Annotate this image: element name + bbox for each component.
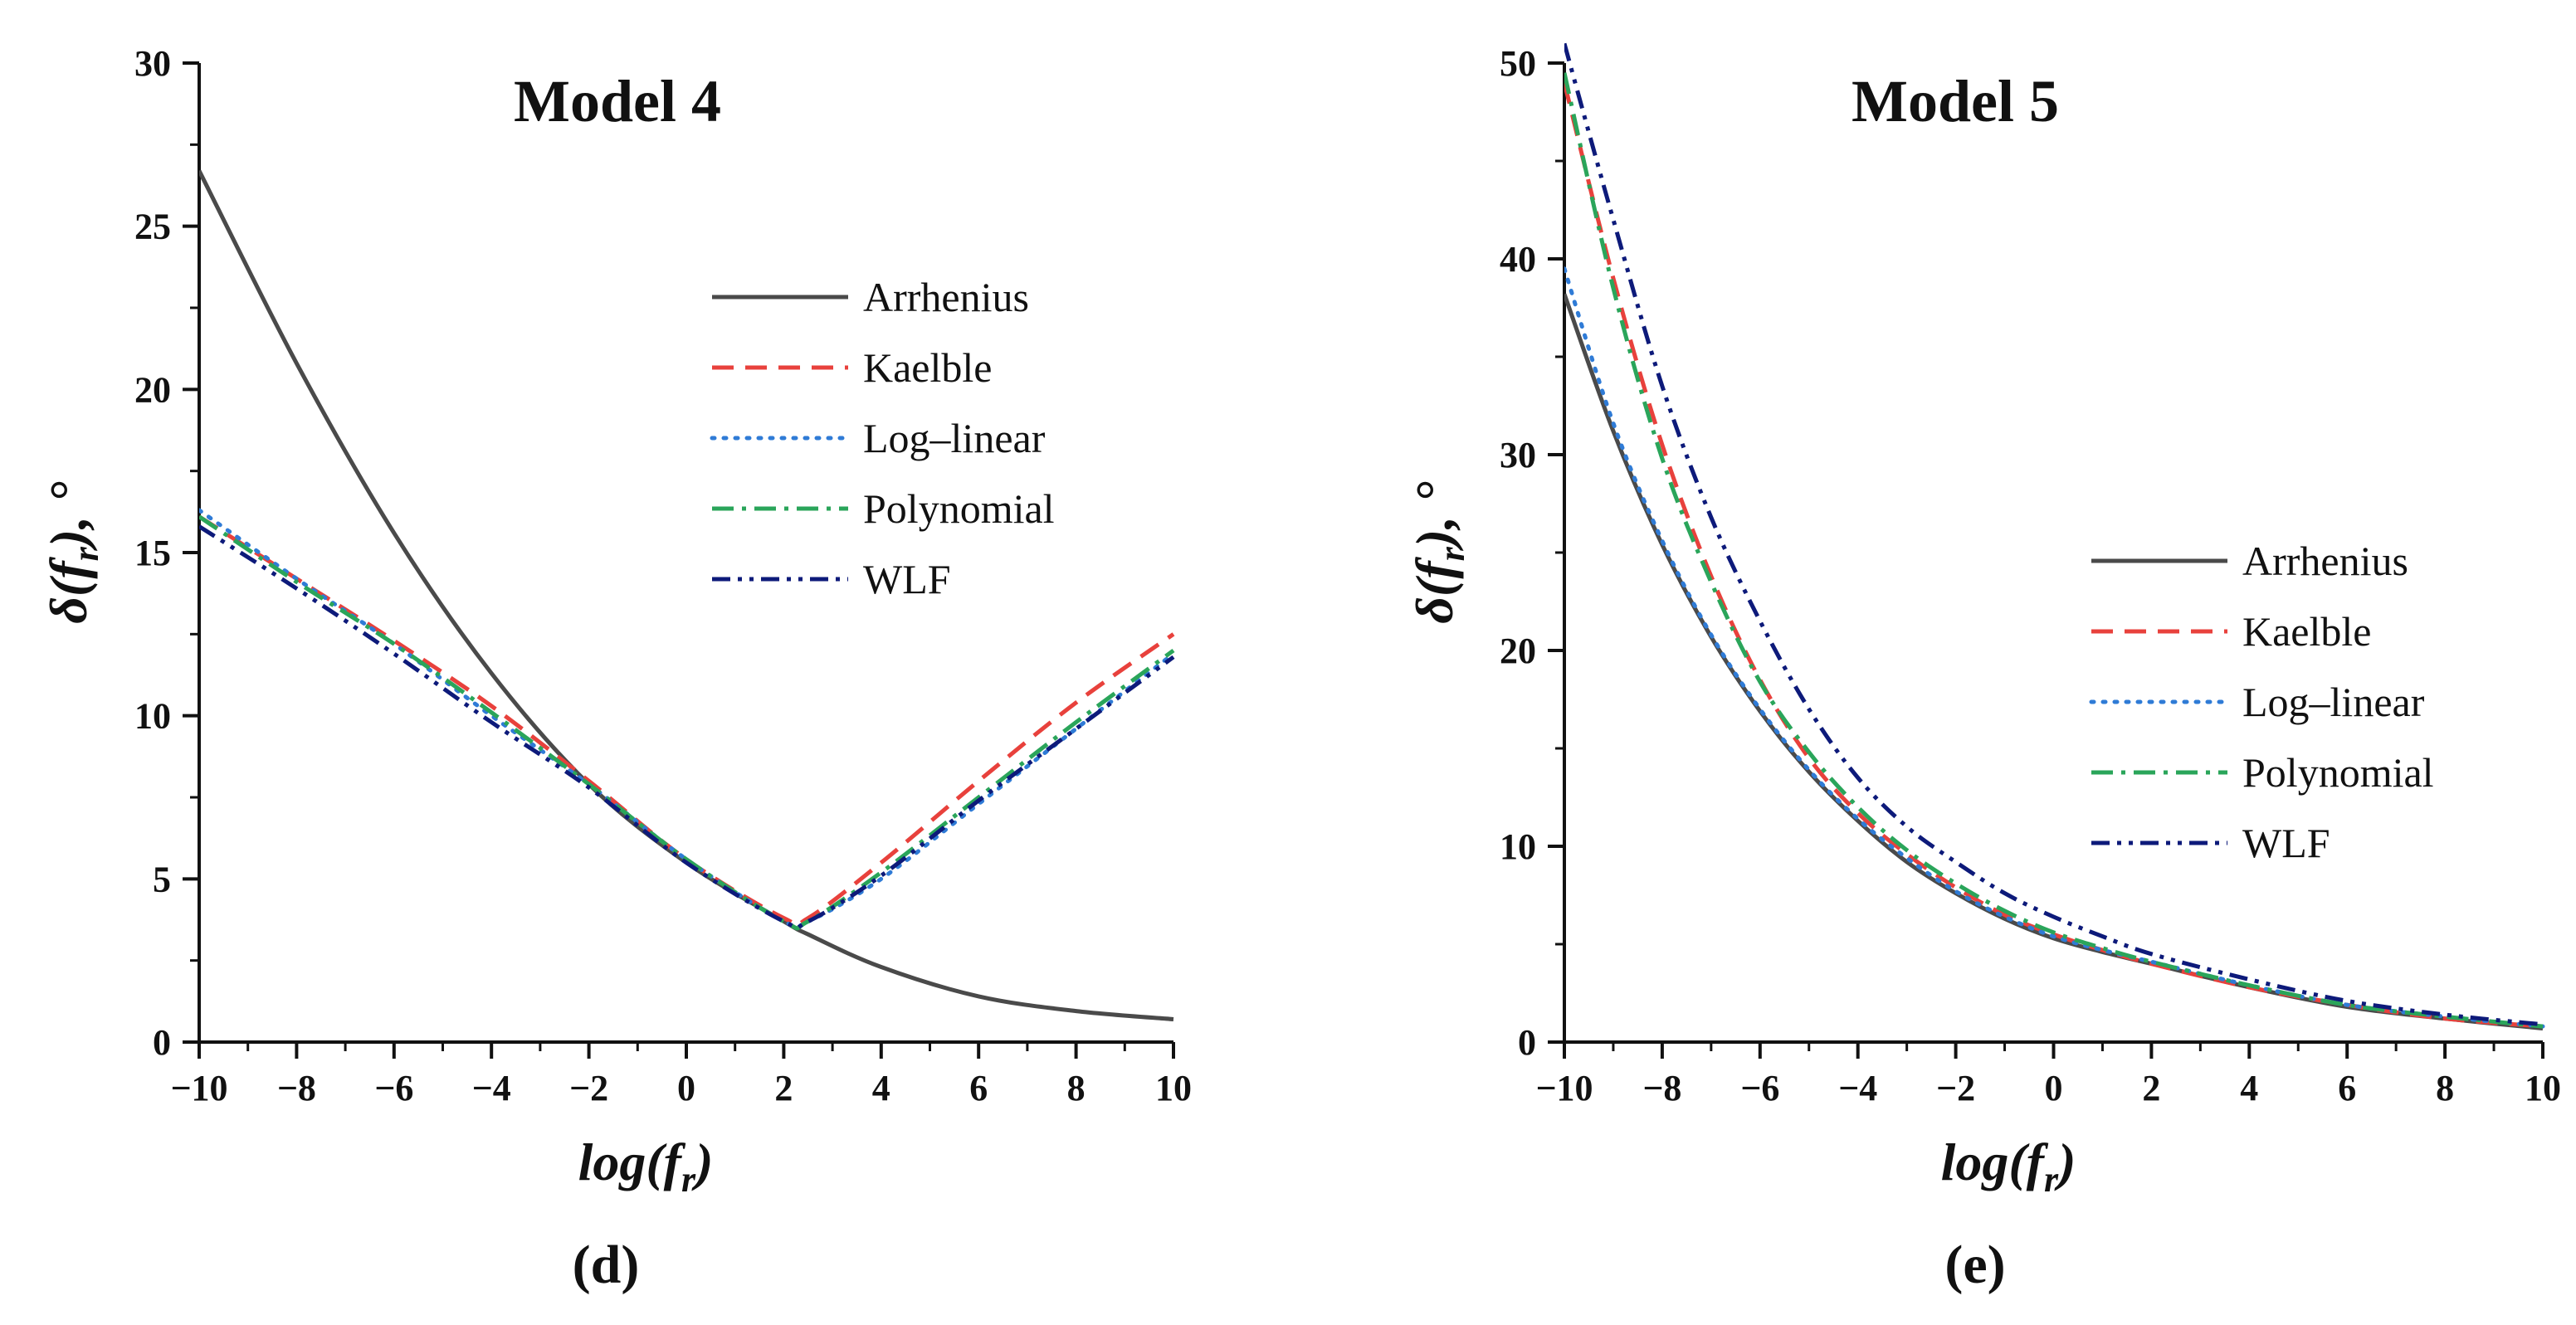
chart1-y-tick-label: 30 bbox=[134, 43, 171, 84]
chart1-x-tick-label: 6 bbox=[969, 1068, 988, 1108]
chart1-x-tick-label: −8 bbox=[277, 1068, 316, 1108]
chart2-y-tick-label: 50 bbox=[1500, 43, 1536, 84]
chart2-x-tick-label: −2 bbox=[1936, 1068, 1975, 1108]
chart1-x-axis-label-main: log(f bbox=[578, 1133, 686, 1191]
chart2-legend-label-log-linear: Log–linear bbox=[2242, 679, 2425, 725]
chart1-legend-label-kaelble: Kaelble bbox=[863, 344, 992, 391]
chart2-x-tick-label: −4 bbox=[1838, 1068, 1877, 1108]
chart1-y-axis-label: δ(fr), ° bbox=[39, 481, 106, 624]
chart1-x-axis-label-sub: r bbox=[681, 1159, 696, 1200]
chart2-x-tick-label: 0 bbox=[2045, 1068, 2063, 1108]
chart2-x-tick-label: 10 bbox=[2525, 1068, 2561, 1108]
chart2-x-tick-label: −8 bbox=[1642, 1068, 1681, 1108]
chart2-legend-label-polynomial: Polynomial bbox=[2242, 749, 2434, 796]
chart1-group: −10 −8 −6 −4 −2 0 2 4 6 8 10 0 5 10 15 20 25 30 Model 4 log… bbox=[39, 43, 1192, 1295]
chart1-legend-label-log-linear: Log–linear bbox=[863, 415, 1046, 461]
chart1-legend-label-polynomial: Polynomial bbox=[863, 485, 1055, 532]
chart2-y-tick-label: 40 bbox=[1500, 239, 1536, 280]
chart1-series-log-linear bbox=[199, 508, 1176, 930]
chart1-legend: Arrhenius Kaelble Log–linear Polynomial WLF bbox=[710, 274, 1055, 602]
chart2-legend-label-wlf: WLF bbox=[2242, 820, 2330, 866]
chart1-title: Model 4 bbox=[514, 68, 721, 134]
chart1-x-tick-label: 0 bbox=[677, 1068, 695, 1108]
chart1-x-tick-label: 10 bbox=[1155, 1068, 1192, 1108]
chart2-y-tick-label: 10 bbox=[1500, 826, 1536, 867]
chart2-x-tick-label: 6 bbox=[2338, 1068, 2356, 1108]
chart1-x-tick-label: −6 bbox=[374, 1068, 413, 1108]
chart2-legend: Arrhenius Kaelble Log–linear Polynomial WLF bbox=[2089, 538, 2434, 866]
chart2-legend-label-kaelble: Kaelble bbox=[2242, 608, 2371, 655]
chart1-y-tick-label: 25 bbox=[134, 207, 171, 247]
chart1-y-tick-label: 5 bbox=[153, 859, 171, 899]
chart2-x-tick-label: 2 bbox=[2142, 1068, 2160, 1108]
chart1-y-tick-label: 20 bbox=[134, 369, 171, 410]
chart1-panel-label: (d) bbox=[573, 1235, 640, 1295]
chart1-x-tick-label: 8 bbox=[1067, 1068, 1086, 1108]
chart2-y-axis-label: δ(fr), ° bbox=[1405, 481, 1472, 624]
chart2-y-axis-label-end: ), ° bbox=[1405, 481, 1464, 551]
chart1-legend-label-wlf: WLF bbox=[863, 556, 951, 602]
chart2-x-axis-label-end: ) bbox=[2054, 1133, 2076, 1191]
chart2-legend-label-arrhenius: Arrhenius bbox=[2242, 538, 2408, 584]
chart1-series-group bbox=[199, 169, 1176, 1021]
chart2-x-tick-label: −6 bbox=[1740, 1068, 1779, 1108]
chart2-series-group bbox=[1564, 42, 2545, 1030]
chart1-y-tick-label: 10 bbox=[134, 696, 171, 737]
chart2-panel-label: (e) bbox=[1944, 1235, 2005, 1295]
chart2-x-axis-label-sub: r bbox=[2044, 1159, 2059, 1200]
chart2-x-axis-label-main: log(f bbox=[1941, 1133, 2049, 1191]
chart2-x-tick-label: −10 bbox=[1535, 1068, 1593, 1108]
chart1-y-axis-label-sub: r bbox=[66, 546, 106, 561]
chart1-x-tick-label: −10 bbox=[170, 1068, 227, 1108]
chart2-series-polynomial bbox=[1564, 72, 2544, 1029]
chart1-y-tick-label: 15 bbox=[134, 533, 171, 573]
chart2-y-tick-label: 20 bbox=[1500, 631, 1536, 671]
chart2-y-tick-label: 30 bbox=[1500, 435, 1536, 475]
chart2-x-tick-label: 8 bbox=[2436, 1068, 2454, 1108]
chart1-x-tick-label: 2 bbox=[774, 1068, 793, 1108]
chart1-y-axis-label-main: δ(f bbox=[39, 557, 98, 624]
chart2-x-tick-label: 4 bbox=[2240, 1068, 2258, 1108]
chart2-series-wlf bbox=[1564, 42, 2544, 1027]
chart2-title: Model 5 bbox=[1852, 68, 2059, 134]
chart2-y-axis-label-main: δ(f bbox=[1405, 557, 1464, 624]
chart1-y-tick-label: 0 bbox=[153, 1022, 171, 1063]
chart2-x-axis-label: log(fr) bbox=[1941, 1133, 2076, 1200]
chart1-series-polynomial bbox=[199, 514, 1175, 931]
chart1-legend-label-arrhenius: Arrhenius bbox=[863, 274, 1029, 320]
chart2-series-log-linear bbox=[1564, 266, 2545, 1029]
chart2-group: −10 −8 −6 −4 −2 0 2 4 6 8 10 0 10 20 30 40 50 Model 5 log(… bbox=[1405, 42, 2561, 1295]
chart2-y-tick-label: 0 bbox=[1518, 1022, 1536, 1063]
chart1-x-axis-label: log(fr) bbox=[578, 1133, 714, 1200]
chart1-y-axis-label-end: ), ° bbox=[39, 481, 98, 551]
chart1-x-tick-label: −4 bbox=[472, 1068, 511, 1108]
chart2-y-axis-label-sub: r bbox=[1432, 546, 1472, 561]
chart1-x-tick-label: 4 bbox=[872, 1068, 890, 1108]
chart1-x-tick-label: −2 bbox=[569, 1068, 608, 1108]
chart1-series-wlf bbox=[199, 524, 1175, 930]
chart1-x-axis-label-end: ) bbox=[691, 1133, 713, 1191]
